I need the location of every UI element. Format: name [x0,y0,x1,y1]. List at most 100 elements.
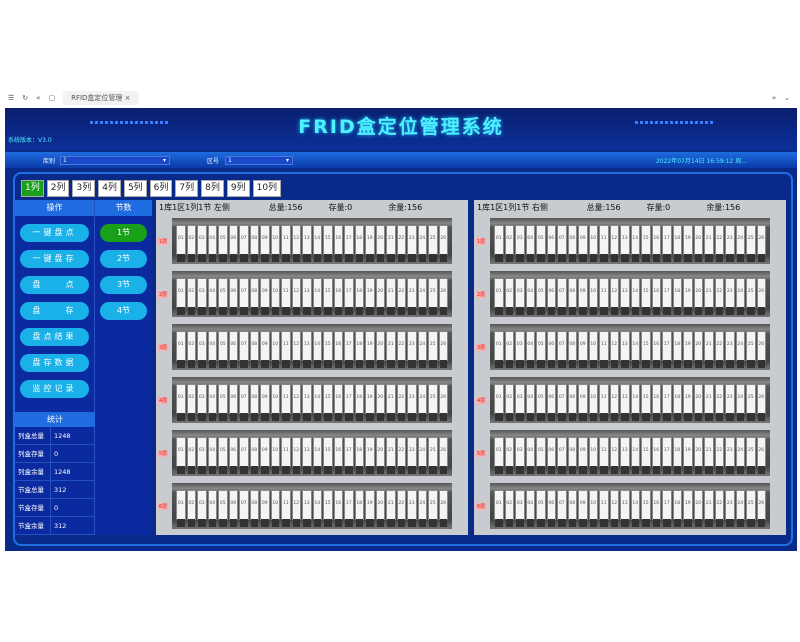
file-box[interactable]: 06 [546,278,556,315]
file-box[interactable]: 07 [239,225,249,262]
file-box[interactable]: 25 [428,384,438,421]
file-box[interactable]: 01 [494,331,504,368]
file-box[interactable]: 23 [725,278,735,315]
file-box[interactable]: 15 [641,384,651,421]
file-box[interactable]: 02 [504,384,514,421]
file-box[interactable]: 08 [567,331,577,368]
file-box[interactable]: 02 [504,331,514,368]
file-box[interactable]: 08 [567,437,577,474]
file-box[interactable]: 13 [302,437,312,474]
file-box[interactable]: 13 [620,278,630,315]
file-box[interactable]: 17 [344,437,354,474]
file-box[interactable]: 26 [756,225,766,262]
file-box[interactable]: 22 [396,331,406,368]
file-box[interactable]: 14 [630,384,640,421]
file-box[interactable]: 25 [428,225,438,262]
file-box[interactable]: 23 [725,437,735,474]
file-box[interactable]: 21 [386,384,396,421]
file-box[interactable]: 23 [407,278,417,315]
file-box[interactable]: 26 [438,278,448,315]
file-box[interactable]: 26 [756,384,766,421]
file-box[interactable]: 20 [375,490,385,527]
section-button-1[interactable]: 1节 [100,224,147,242]
file-box[interactable]: 07 [557,225,567,262]
operation-button[interactable]: 监控记录 [20,380,89,398]
file-box[interactable]: 17 [662,490,672,527]
file-box[interactable]: 07 [557,490,567,527]
reload-icon[interactable]: ↻ [22,94,29,102]
operation-button[interactable]: 盘存数据 [20,354,89,372]
tab-column-6[interactable]: 6列 [149,180,173,197]
file-box[interactable]: 01 [494,437,504,474]
file-box[interactable]: 25 [746,384,756,421]
file-box[interactable]: 07 [557,384,567,421]
file-box[interactable]: 07 [557,278,567,315]
section-button-2[interactable]: 2节 [100,250,147,268]
file-box[interactable]: 01 [176,490,186,527]
tab-column-2[interactable]: 2列 [46,180,70,197]
file-box[interactable]: 06 [546,225,556,262]
file-box[interactable]: 01 [494,278,504,315]
file-box[interactable]: 12 [609,437,619,474]
file-box[interactable]: 21 [704,384,714,421]
file-box[interactable]: 15 [323,225,333,262]
file-box[interactable]: 14 [312,225,322,262]
file-box[interactable]: 22 [396,437,406,474]
file-box[interactable]: 24 [735,384,745,421]
file-box[interactable]: 18 [672,384,682,421]
file-box[interactable]: 24 [417,384,427,421]
file-box[interactable]: 10 [270,225,280,262]
file-box[interactable]: 17 [662,225,672,262]
file-box[interactable]: 16 [333,331,343,368]
file-box[interactable]: 03 [515,384,525,421]
file-box[interactable]: 15 [641,278,651,315]
file-box[interactable]: 15 [323,278,333,315]
file-box[interactable]: 22 [396,278,406,315]
file-box[interactable]: 22 [396,225,406,262]
file-box[interactable]: 17 [344,278,354,315]
file-box[interactable]: 21 [704,331,714,368]
file-box[interactable]: 16 [333,384,343,421]
file-box[interactable]: 06 [228,225,238,262]
file-box[interactable]: 11 [281,490,291,527]
file-box[interactable]: 08 [249,490,259,527]
file-box[interactable]: 03 [515,225,525,262]
file-box[interactable]: 18 [672,331,682,368]
file-box[interactable]: 24 [417,225,427,262]
file-box[interactable]: 10 [588,331,598,368]
file-box[interactable]: 17 [344,225,354,262]
file-box[interactable]: 15 [641,490,651,527]
file-box[interactable]: 04 [525,331,535,368]
file-box[interactable]: 10 [270,331,280,368]
file-box[interactable]: 06 [546,384,556,421]
file-box[interactable]: 13 [620,331,630,368]
file-box[interactable]: 20 [693,331,703,368]
file-box[interactable]: 02 [186,331,196,368]
file-box[interactable]: 24 [735,331,745,368]
file-box[interactable]: 25 [428,331,438,368]
section-button-4[interactable]: 4节 [100,302,147,320]
file-box[interactable]: 01 [176,331,186,368]
tab-column-8[interactable]: 8列 [201,180,224,197]
file-box[interactable]: 14 [630,278,640,315]
file-box[interactable]: 24 [417,490,427,527]
file-box[interactable]: 12 [609,278,619,315]
file-box[interactable]: 25 [428,437,438,474]
file-box[interactable]: 05 [218,384,228,421]
file-box[interactable]: 05 [536,384,546,421]
file-box[interactable]: 21 [704,437,714,474]
file-box[interactable]: 17 [662,437,672,474]
file-box[interactable]: 01 [176,225,186,262]
file-box[interactable]: 22 [714,331,724,368]
file-box[interactable]: 20 [693,437,703,474]
file-box[interactable]: 02 [186,490,196,527]
more-tabs-icon[interactable]: » [771,94,777,102]
file-box[interactable]: 20 [693,225,703,262]
file-box[interactable]: 19 [365,437,375,474]
file-box[interactable]: 09 [260,278,270,315]
file-box[interactable]: 19 [365,490,375,527]
file-box[interactable]: 10 [588,278,598,315]
file-box[interactable]: 14 [630,225,640,262]
file-box[interactable]: 03 [515,437,525,474]
file-box[interactable]: 20 [375,384,385,421]
